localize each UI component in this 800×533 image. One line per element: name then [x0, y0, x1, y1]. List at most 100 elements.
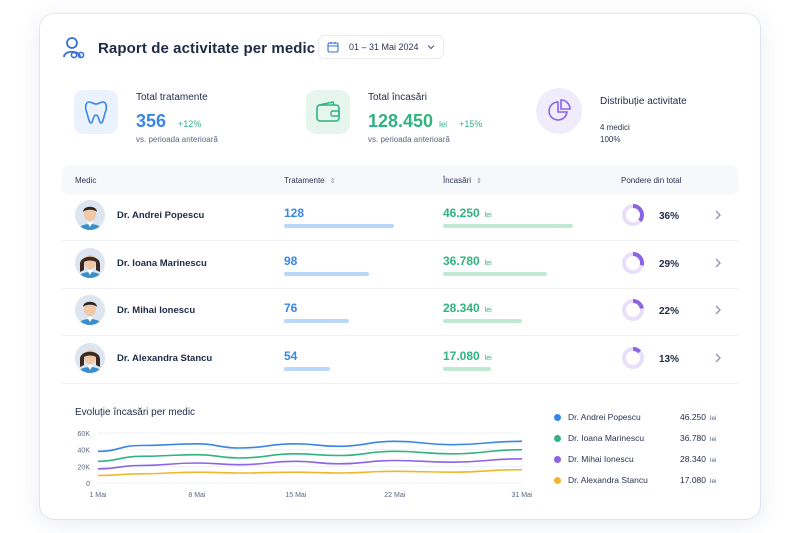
treatments-value: 128: [284, 206, 305, 220]
pie-chart-icon: [536, 88, 582, 134]
share-percent: 22%: [659, 306, 680, 317]
kpi-value: 356: [136, 111, 167, 131]
kpi-total-treatments: Total tratamente 356 +12% vs. perioada a…: [74, 86, 218, 146]
column-treatments[interactable]: Tratamente ⇕: [284, 176, 335, 185]
legend-amount: 46.250: [680, 412, 706, 422]
column-revenue[interactable]: Încasări ⇕: [443, 176, 482, 185]
table-row[interactable]: Dr. Ioana Marinescu 98 36.780 lei 29%: [62, 242, 738, 289]
kpi-change: +15%: [459, 119, 483, 129]
avatar: [75, 342, 105, 373]
doctor-name: Dr. Mihai Ionescu: [117, 305, 196, 316]
treatments-bar: [284, 319, 394, 323]
x-tick-label: 8 Mai: [188, 492, 206, 499]
chevron-down-icon: [427, 45, 435, 50]
avatar: [75, 295, 105, 325]
revenue-amount: 17.080: [443, 348, 480, 363]
revenue-bar: [443, 319, 573, 323]
legend-item[interactable]: Dr. Alexandra Stancu 17.080 lei: [548, 473, 738, 494]
legend-amount: 28.340: [680, 454, 706, 464]
x-tick-label: 31 Mai: [511, 492, 532, 499]
table-header: Medic Tratamente ⇕ Încasări ⇕ Pondere din …: [62, 166, 738, 194]
series-line: [97, 440, 523, 453]
x-tick-label: 15 Mai: [285, 492, 306, 499]
treatments-value: 54: [284, 348, 298, 363]
legend-item[interactable]: Dr. Andrei Popescu 46.250 lei: [548, 410, 738, 431]
column-treatments-label: Tratamente: [284, 176, 325, 185]
report-header: Raport de activitate per medic: [62, 34, 315, 62]
share-percent: 36%: [659, 211, 680, 222]
legend-unit: lei: [710, 478, 717, 485]
legend-unit: lei: [710, 457, 717, 464]
revenue-unit: lei: [484, 307, 492, 314]
table-row[interactable]: Dr. Mihai Ionescu 76 28.340 lei 22%: [62, 289, 738, 336]
chevron-right-icon[interactable]: [714, 352, 722, 364]
revenue-value: 28.340 lei: [443, 301, 492, 315]
legend-unit: lei: [710, 415, 717, 422]
legend-dot: [554, 435, 561, 442]
table-row[interactable]: Dr. Alexandra Stancu 54 17.080 lei 13%: [62, 337, 738, 384]
y-tick-label: 40K: [78, 448, 91, 455]
revenue-value: 36.780 lei: [443, 254, 492, 268]
legend-name: Dr. Ioana Marinescu: [568, 433, 645, 443]
legend-dot: [554, 477, 561, 484]
treatments-bar: [284, 271, 394, 276]
legend-item[interactable]: Dr. Mihai Ionescu 28.340 lei: [548, 452, 738, 473]
avatar: [75, 200, 105, 230]
kpi-total-revenue: Total încasări 128.450 lei +15% vs. peri…: [306, 86, 482, 146]
column-doctor: Medic: [75, 176, 97, 185]
sort-icon: ⇕: [329, 178, 336, 185]
share-donut: [622, 299, 644, 321]
date-range-picker[interactable]: 01 – 31 Mai 2024: [318, 35, 444, 59]
kpi-label: Total încasări: [368, 92, 427, 103]
doctor-name: Dr. Alexandra Stancu: [117, 352, 213, 364]
kpi-doctor-count: 4 medici: [600, 123, 630, 132]
chevron-right-icon[interactable]: [714, 209, 722, 221]
legend-unit: lei: [710, 436, 717, 443]
doctor-icon: [63, 37, 85, 59]
revenue-bar: [443, 366, 573, 371]
chevron-right-icon[interactable]: [714, 304, 722, 316]
legend-value: 28.340 lei: [680, 454, 717, 464]
share-donut: [622, 251, 644, 274]
legend-item[interactable]: Dr. Ioana Marinescu 36.780 lei: [548, 431, 738, 452]
legend-amount: 36.780: [680, 433, 706, 443]
y-tick-label: 0: [86, 481, 90, 488]
date-range-label: 01 – 31 Mai 2024: [349, 42, 419, 52]
tooth-icon: [74, 90, 118, 134]
kpi-label: Total tratamente: [136, 92, 208, 103]
revenue-unit: lei: [484, 354, 492, 362]
page-title: Raport de activitate per medic: [98, 39, 316, 57]
share-percent: 13%: [659, 353, 680, 365]
revenue-amount: 46.250: [443, 206, 480, 220]
share-donut: [622, 204, 644, 226]
series-line: [97, 468, 523, 477]
y-tick-label: 60K: [78, 431, 91, 438]
revenue-value: 17.080 lei: [443, 349, 492, 363]
treatments-bar: [284, 224, 394, 228]
legend-value: 36.780 lei: [680, 433, 717, 443]
legend-value: 17.080 lei: [680, 475, 717, 485]
series-line: [97, 448, 523, 463]
x-tick-label: 22 Mai: [384, 492, 405, 499]
y-tick-label: 20K: [78, 464, 91, 471]
table-row[interactable]: Dr. Andrei Popescu 128 46.250 lei 36%: [62, 194, 738, 241]
revenue-amount: 28.340: [443, 301, 480, 315]
legend-name: Dr. Alexandra Stancu: [568, 475, 648, 485]
kpi-unit: lei: [439, 120, 448, 129]
legend-dot: [554, 414, 561, 421]
kpi-change: +12%: [178, 119, 202, 129]
legend-value: 46.250 lei: [680, 412, 717, 422]
treatments-value: 98: [284, 253, 298, 268]
kpi-subtext: vs. perioada anterioară: [136, 135, 218, 144]
doctor-name: Dr. Ioana Marinescu: [117, 257, 207, 269]
kpi-subtext: vs. perioada anterioară: [368, 135, 450, 144]
kpi-distribution: Distribuție activitate 4 medici 100%: [536, 86, 687, 146]
revenue-bar: [443, 271, 573, 276]
share-percent: 29%: [659, 258, 680, 270]
chart-title: Evoluție încasări per medic: [75, 407, 196, 418]
revenue-unit: lei: [484, 212, 492, 219]
share-donut: [622, 346, 644, 369]
revenue-amount: 36.780: [443, 253, 480, 268]
column-share: Pondere din total: [621, 176, 682, 185]
chevron-right-icon[interactable]: [714, 257, 722, 269]
